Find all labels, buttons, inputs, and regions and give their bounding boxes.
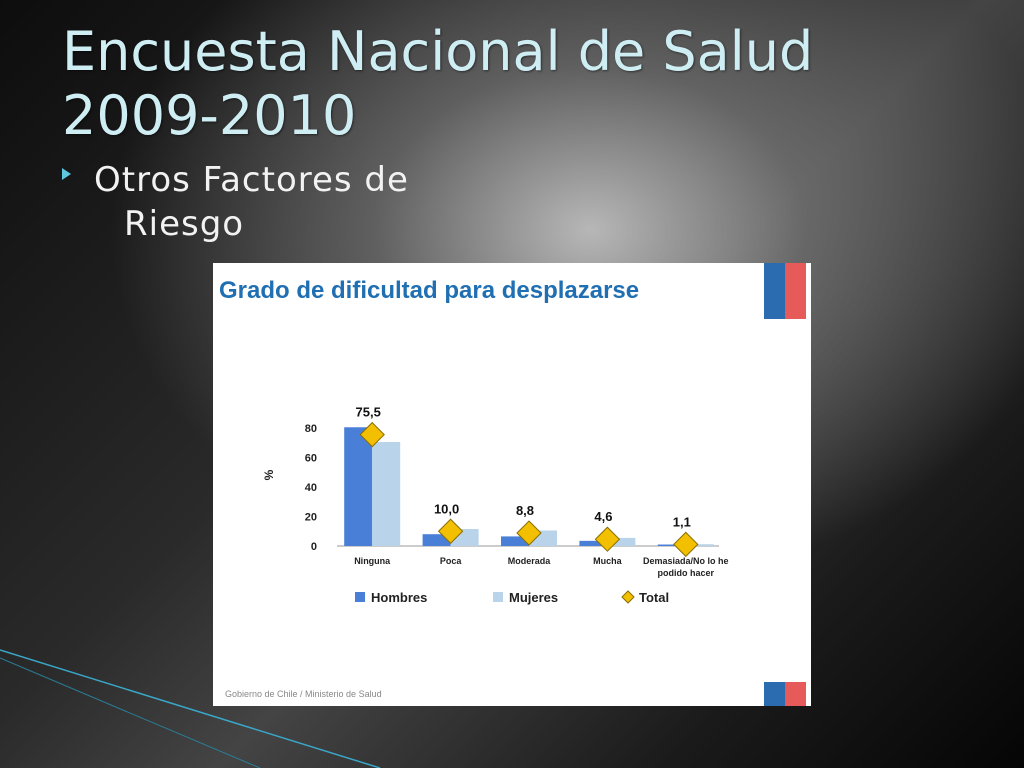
bar-hombres (344, 427, 373, 546)
y-tick-label: 0 (311, 541, 317, 553)
footer-credit: Gobierno de Chile / Ministerio de Salud (225, 689, 382, 699)
subtitle-line-1: Otros Factores de (94, 160, 409, 200)
bar-hombres (501, 536, 529, 546)
bar-mujeres (607, 537, 636, 546)
y-tick-label: 20 (305, 512, 317, 524)
legend-label: Hombres (371, 590, 427, 605)
bar-chart: 0 20 40 60 80% 75,5 Ninguna 10,0 Poca 8,8 Moderada… (262, 405, 729, 605)
data-label: 10,0 (434, 501, 459, 516)
y-tick-label: 80 (305, 423, 317, 435)
flag-bottom-icon (764, 682, 806, 706)
bullet-arrow-icon (62, 168, 71, 180)
slide-title: Encuesta Nacional de Salud 2009-2010 (62, 20, 814, 147)
y-axis-label: % (262, 469, 276, 480)
x-tick-label: Poca (440, 556, 463, 566)
chart-card: Grado de dificultad para desplazarse 0 20… (213, 263, 811, 706)
data-label: 8,8 (516, 503, 534, 518)
legend-swatch (621, 590, 635, 604)
data-label: 4,6 (594, 509, 612, 524)
x-tick-label: Ninguna (354, 556, 391, 566)
data-label: 1,1 (673, 514, 691, 529)
legend-label: Mujeres (509, 590, 558, 605)
x-tick-label: Mucha (593, 556, 622, 566)
chart-title: Grado de dificultad para desplazarse (219, 277, 640, 304)
x-tick-label: podido hacer (658, 568, 715, 578)
bar-mujeres (372, 442, 401, 546)
legend-label: Total (639, 590, 669, 605)
x-tick-label: Demasiada/No lo he (643, 556, 729, 566)
subtitle-line-2: Riesgo (124, 204, 245, 244)
point-total (673, 531, 699, 558)
y-tick-label: 40 (305, 482, 317, 494)
subtitle-block: Otros Factores de Riesgo (62, 158, 462, 246)
bar-hombres (579, 540, 608, 546)
data-label: 75,5 (356, 405, 381, 420)
flag-top-icon (764, 263, 806, 319)
y-tick-label: 60 (305, 453, 317, 465)
x-tick-label: Moderada (508, 556, 552, 566)
bar-hombres (657, 544, 686, 546)
bar-hombres (422, 534, 451, 546)
point-total (516, 520, 542, 546)
bar-mujeres (685, 544, 714, 546)
point-total (437, 518, 464, 544)
slide-subtitle: Otros Factores de Riesgo (94, 158, 462, 246)
point-total (359, 421, 385, 448)
legend-swatch (493, 592, 503, 602)
decorative-line (0, 649, 381, 768)
point-total (594, 526, 621, 552)
legend-swatch (355, 592, 365, 602)
